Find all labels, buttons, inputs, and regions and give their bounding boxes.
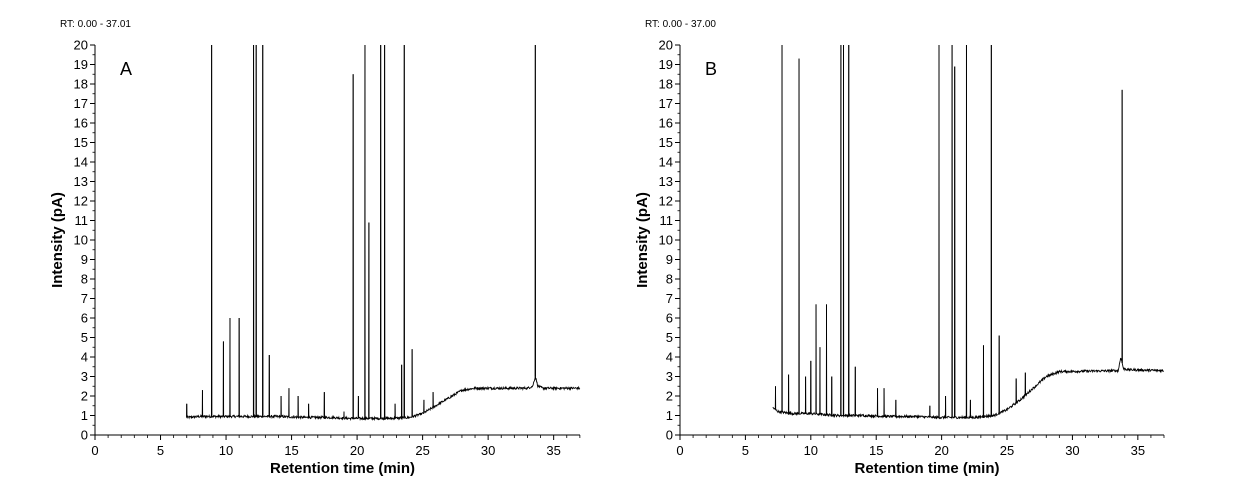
y-tick-label: 11	[75, 213, 89, 228]
x-tick-label: 20	[934, 443, 948, 458]
y-tick-label: 1	[666, 408, 673, 423]
y-tick-label: 7	[81, 291, 88, 306]
x-tick-label: 5	[157, 443, 164, 458]
chromatogram-trace	[772, 44, 1165, 420]
y-tick-label: 12	[74, 194, 88, 209]
y-tick-label: 19	[74, 57, 88, 72]
y-axis-title: Intensity (pA)	[49, 192, 66, 288]
chromatogram-panel-b: RT: 0.00 - 37.00B01234567891011121314151…	[634, 19, 1165, 477]
x-tick-label: 0	[91, 443, 98, 458]
y-tick-label: 6	[666, 311, 673, 326]
y-tick-label: 13	[659, 174, 673, 189]
chromatogram-panel-a: RT: 0.00 - 37.01A01234567891011121314151…	[49, 19, 581, 477]
y-tick-label: 8	[666, 272, 673, 287]
y-axis-title: Intensity (pA)	[634, 192, 651, 288]
y-tick-label: 10	[74, 233, 88, 248]
y-tick-label: 8	[81, 272, 88, 287]
y-tick-label: 2	[81, 389, 88, 404]
y-tick-label: 11	[660, 213, 674, 228]
x-tick-label: 5	[742, 443, 749, 458]
y-tick-label: 20	[659, 38, 673, 53]
y-tick-label: 9	[666, 252, 673, 267]
x-tick-label: 30	[1065, 443, 1079, 458]
y-tick-label: 2	[666, 389, 673, 404]
x-tick-label: 10	[219, 443, 233, 458]
y-tick-label: 15	[659, 135, 673, 150]
y-tick-label: 17	[74, 96, 88, 111]
x-axis-title: Retention time (min)	[855, 460, 1000, 477]
x-axis-title: Retention time (min)	[270, 460, 415, 477]
y-tick-label: 1	[81, 408, 88, 423]
chromatogram-trace	[186, 44, 581, 422]
y-tick-label: 16	[659, 116, 673, 131]
panel-letter: B	[705, 59, 717, 79]
y-tick-label: 3	[81, 369, 88, 384]
y-tick-label: 4	[666, 350, 673, 365]
y-tick-label: 4	[81, 350, 88, 365]
x-tick-label: 15	[284, 443, 298, 458]
x-tick-label: 15	[869, 443, 883, 458]
panel-letter: A	[120, 59, 132, 79]
y-tick-label: 18	[659, 77, 673, 92]
y-tick-label: 7	[666, 291, 673, 306]
y-tick-label: 12	[659, 194, 673, 209]
x-tick-label: 20	[350, 443, 364, 458]
y-tick-label: 18	[74, 77, 88, 92]
y-tick-label: 10	[659, 233, 673, 248]
rt-range-label: RT: 0.00 - 37.00	[645, 19, 716, 30]
y-tick-label: 15	[74, 135, 88, 150]
y-tick-label: 5	[81, 330, 88, 345]
y-tick-label: 14	[74, 155, 88, 170]
x-tick-label: 0	[676, 443, 683, 458]
x-tick-label: 35	[1131, 443, 1145, 458]
x-tick-label: 25	[1000, 443, 1014, 458]
y-tick-label: 6	[81, 311, 88, 326]
x-tick-label: 30	[481, 443, 495, 458]
x-tick-label: 35	[546, 443, 560, 458]
y-tick-label: 16	[74, 116, 88, 131]
x-tick-label: 10	[804, 443, 818, 458]
y-tick-label: 9	[81, 252, 88, 267]
y-tick-label: 0	[666, 428, 673, 443]
y-tick-label: 3	[666, 369, 673, 384]
x-tick-label: 25	[415, 443, 429, 458]
y-tick-label: 17	[659, 96, 673, 111]
y-tick-label: 5	[666, 330, 673, 345]
rt-range-label: RT: 0.00 - 37.01	[60, 19, 131, 30]
y-tick-label: 14	[659, 155, 673, 170]
y-tick-label: 13	[74, 174, 88, 189]
y-tick-label: 0	[81, 428, 88, 443]
y-tick-label: 19	[659, 57, 673, 72]
y-tick-label: 20	[74, 38, 88, 53]
